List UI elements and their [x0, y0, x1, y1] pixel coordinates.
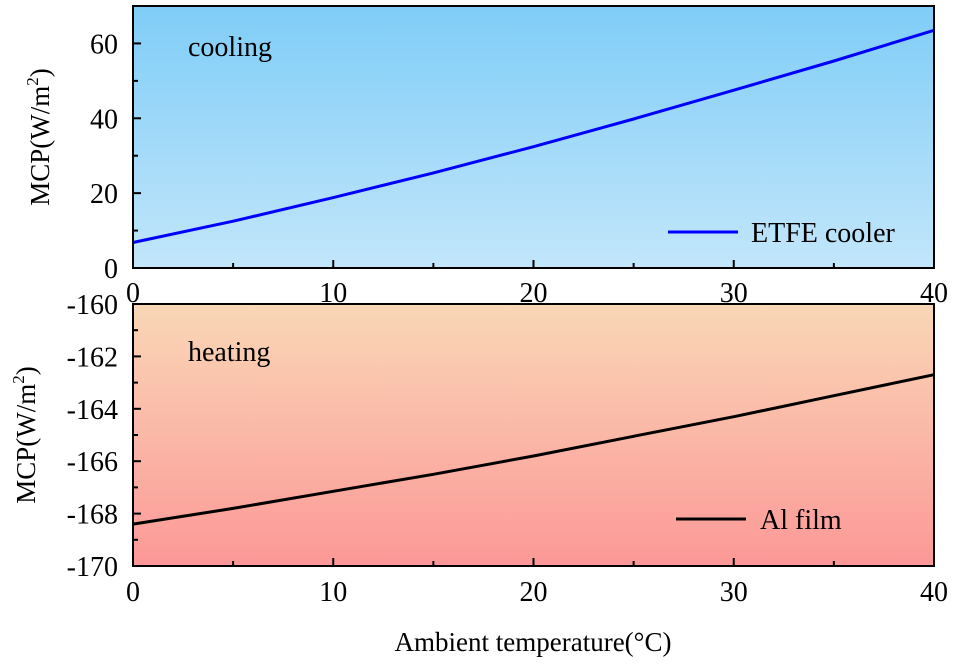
- heating-panel-tick-labels: 0 10 20 30 40 -170 -168 -166 -164 -162 -160: [67, 290, 948, 608]
- etfe-cooler-legend-label: ETFE cooler: [751, 218, 896, 249]
- cooling-panel-frame: [132, 5, 935, 269]
- bottom-x-tick-label: 20: [520, 577, 548, 608]
- cooling-panel-background: [133, 6, 934, 268]
- bottom-x-tick-label: 0: [126, 577, 140, 608]
- top-y-tick-label: 60: [90, 29, 118, 60]
- heating-panel-y-axis-label: MCP(W/m2): [9, 366, 41, 504]
- heating-y-axis-label-superscript: 2: [9, 375, 28, 384]
- al-film-legend-label: Al film: [760, 505, 842, 536]
- cooling-y-axis-label-close: ): [25, 68, 55, 77]
- cooling-panel-y-axis-label: MCP(W/m2): [23, 68, 55, 206]
- heating-panel: 0 10 20 30 40 -170 -168 -166 -164 -162 -160 heatin…: [9, 290, 948, 657]
- heating-panel-frame: [132, 303, 935, 567]
- cooling-legend: ETFE cooler: [668, 218, 896, 249]
- top-y-tick-label: 40: [90, 104, 118, 135]
- cooling-annotation: cooling: [188, 32, 272, 63]
- bottom-y-tick-label: -166: [67, 447, 118, 478]
- bottom-y-tick-label: -162: [67, 342, 118, 373]
- top-y-tick-label: 0: [104, 254, 118, 285]
- bottom-y-tick-label: -170: [67, 552, 118, 583]
- al-film-series-line: [132, 373, 935, 526]
- etfe-cooler-series-line: [132, 28, 935, 244]
- x-axis-label: Ambient temperature(°C): [395, 627, 672, 657]
- cooling-y-axis-label-main: MCP(W/m: [25, 86, 55, 206]
- bottom-x-tick-label: 40: [920, 577, 948, 608]
- bottom-y-tick-label: -160: [67, 290, 118, 321]
- bottom-y-tick-label: -164: [67, 395, 118, 426]
- bottom-x-tick-label: 30: [720, 577, 748, 608]
- heating-panel-background: [133, 304, 934, 566]
- bottom-x-tick-label: 10: [319, 577, 347, 608]
- heating-y-axis-label-main: MCP(W/m: [11, 384, 41, 504]
- bottom-y-tick-label: -168: [67, 500, 118, 531]
- top-x-tick-label: 0: [126, 278, 140, 309]
- top-y-tick-label: 20: [90, 179, 118, 210]
- heating-y-axis-label-close: ): [11, 366, 41, 375]
- heating-legend: Al film: [676, 505, 842, 536]
- heating-annotation: heating: [188, 337, 270, 368]
- cooling-y-axis-label-superscript: 2: [23, 77, 42, 86]
